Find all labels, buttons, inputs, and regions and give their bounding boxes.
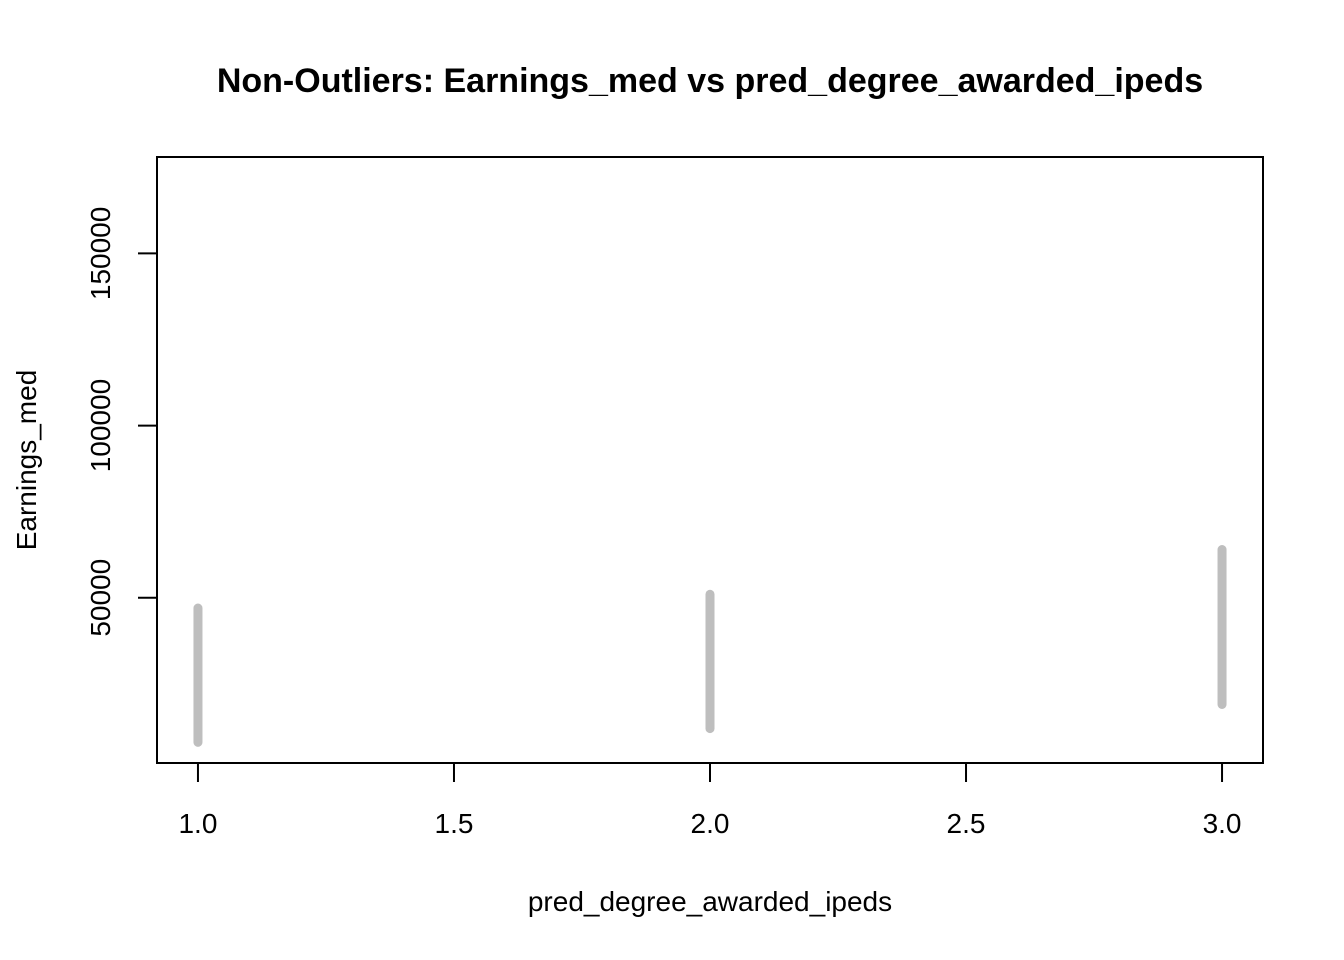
data-layer (193, 545, 1227, 747)
y-axis: 50000 100000 150000 (85, 207, 158, 637)
y-tick-label: 100000 (85, 379, 116, 472)
y-tick-label: 150000 (85, 207, 116, 300)
x-tick-label: 2.0 (691, 808, 730, 839)
x-tick-label: 2.5 (947, 808, 986, 839)
y-axis-label: Earnings_med (11, 370, 42, 551)
x-axis: 1.0 1.5 2.0 2.5 3.0 (178, 762, 1242, 839)
x-tick-label: 3.0 (1203, 808, 1242, 839)
y-tick-label: 50000 (85, 559, 116, 637)
x-tick-label: 1.0 (178, 808, 217, 839)
x-tick-label: 1.5 (435, 808, 474, 839)
x-axis-label: pred_degree_awarded_ipeds (528, 886, 892, 917)
chart-title: Non-Outliers: Earnings_med vs pred_degre… (217, 62, 1203, 100)
